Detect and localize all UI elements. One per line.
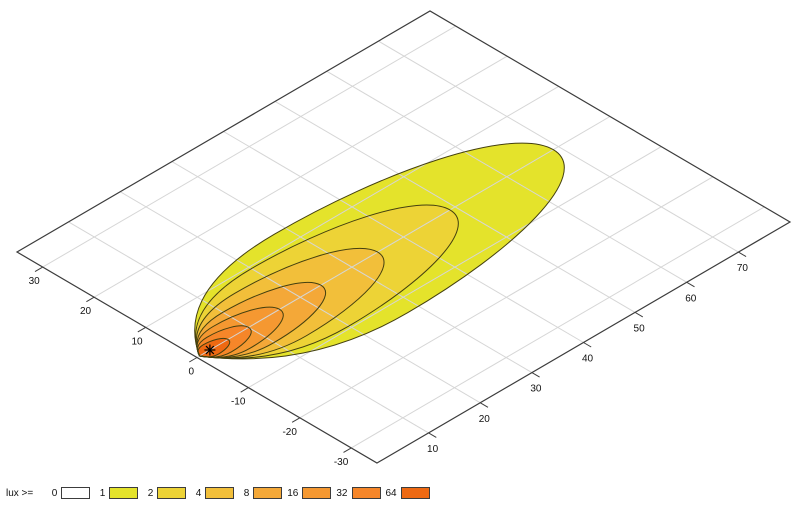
y-tick: [291, 417, 301, 423]
grid-line-y: [248, 146, 662, 389]
legend-entry-16: 16: [287, 487, 332, 499]
legend-entry-value: 1: [99, 487, 106, 499]
contour-line-lux-16: [196, 306, 284, 358]
grid-line-y: [145, 85, 559, 328]
x-tick: [634, 311, 644, 318]
legend-color-swatch: [351, 487, 381, 499]
y-tick-label: 0: [188, 367, 194, 378]
legend-entry-8: 8: [239, 487, 283, 499]
legend-color-swatch: [400, 487, 430, 499]
legend-entry-value: 32: [336, 487, 348, 499]
x-tick: [738, 251, 747, 258]
plot-border: [15, 10, 792, 464]
contour-line-lux-64: [197, 337, 231, 358]
y-tick-label: 10: [131, 336, 143, 347]
legend-entry-2: 2: [143, 487, 187, 499]
legend-color-swatch: [109, 487, 139, 499]
legend-entry-value: 8: [243, 487, 250, 499]
legend-entry-value: 2: [147, 487, 154, 499]
y-tick: [34, 266, 43, 273]
y-tick-label: -20: [282, 427, 297, 438]
legend-entry-0: 0: [47, 487, 91, 499]
y-tick-label: 20: [80, 306, 92, 317]
x-tick: [428, 432, 437, 438]
contour-line-lux-2: [195, 204, 459, 359]
legend-color-swatch: [157, 487, 187, 499]
y-tick: [86, 296, 95, 303]
grid-line-y: [42, 25, 456, 268]
legend-entry-32: 32: [336, 487, 381, 499]
y-tick: [137, 326, 146, 333]
legend-color-swatch: [205, 487, 235, 499]
y-tick: [189, 357, 198, 363]
x-tick-label: 70: [737, 263, 749, 274]
x-tick: [686, 281, 695, 288]
grid-line-y: [93, 55, 508, 298]
contour-line-lux-8: [196, 281, 327, 359]
contour-line-lux-4: [195, 247, 385, 359]
legend-entry-value: 4: [195, 487, 202, 499]
grid-line-y: [299, 176, 714, 419]
y-tick: [240, 387, 249, 393]
contour-line-lux-1: [194, 142, 565, 360]
y-tick-label: 30: [29, 276, 41, 287]
grid-line-y: [196, 116, 611, 358]
x-tick-label: 30: [530, 384, 542, 395]
x-tick-label: 40: [582, 354, 594, 365]
legend-entry-4: 4: [191, 487, 235, 499]
x-tick: [583, 342, 592, 348]
y-tick-label: -10: [231, 397, 246, 408]
x-tick-label: 10: [427, 444, 439, 455]
x-tick: [480, 402, 489, 408]
x-tick-label: 60: [685, 293, 697, 304]
legend-color-swatch: [253, 487, 283, 499]
legend-entry-value: 64: [385, 487, 397, 499]
x-tick-label: 50: [634, 323, 646, 334]
y-tick: [343, 447, 352, 453]
x-tick: [531, 372, 540, 378]
x-tick-label: 20: [479, 414, 491, 425]
legend-color-swatch: [302, 487, 332, 499]
legend-entry-64: 64: [386, 487, 430, 499]
legend-entry-value: 0: [51, 487, 58, 499]
grid-line-y: [351, 206, 765, 449]
legend-entry-1: 1: [95, 487, 139, 499]
legend-title: lux >=: [6, 487, 34, 499]
legend: lux >= 0 1 2 4 8 16 32 64: [6, 485, 435, 501]
legend-entry-value: 16: [287, 487, 299, 499]
contour-line-lux-32: [197, 325, 252, 358]
y-tick-label: -30: [334, 457, 349, 468]
legend-color-swatch: [61, 487, 91, 499]
source-asterisk-marker: [205, 345, 215, 355]
